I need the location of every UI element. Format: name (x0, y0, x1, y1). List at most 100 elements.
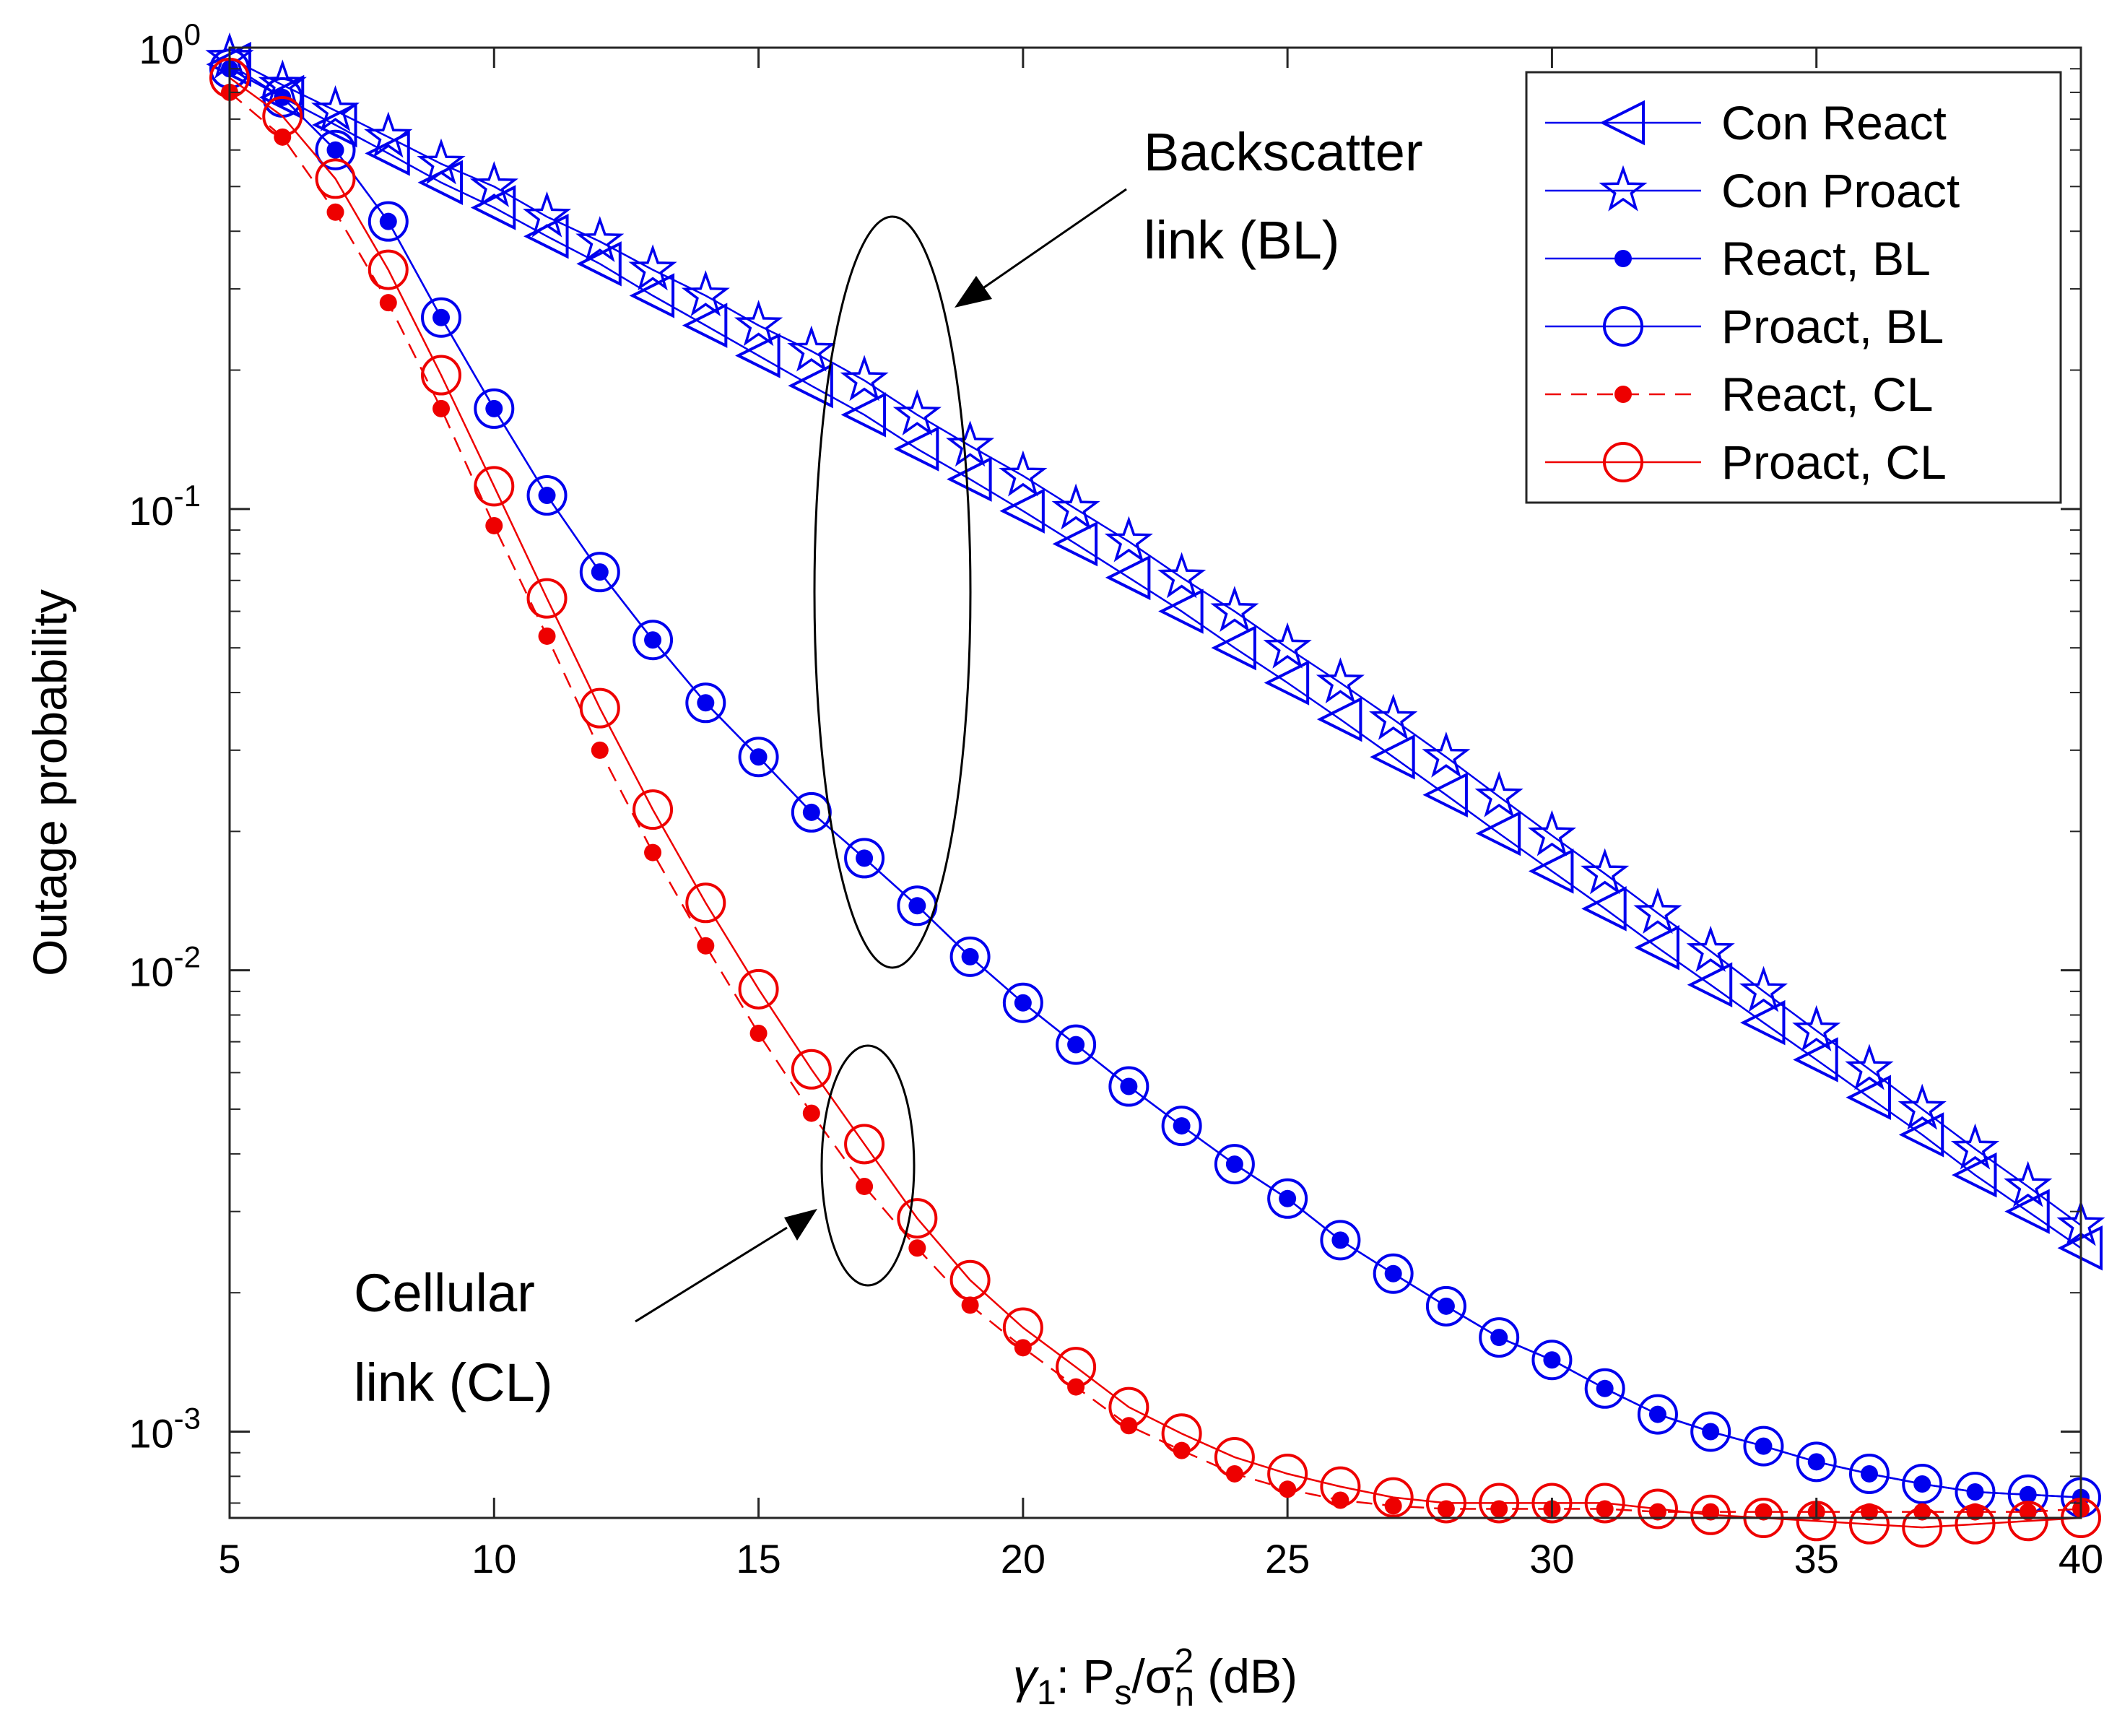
data-point (1952, 1152, 1997, 1198)
data-point (802, 1104, 820, 1122)
data-point (485, 516, 503, 534)
data-point (365, 131, 410, 176)
x-tick-label: 5 (218, 1536, 240, 1581)
legend-marker (1614, 386, 1632, 403)
data-point (1056, 1347, 1097, 1388)
data-point (1373, 1477, 1414, 1518)
legend-label: Proact, CL (1721, 435, 1947, 489)
data-point (1425, 1483, 1466, 1524)
data-point (844, 1124, 885, 1165)
data-point (633, 789, 674, 830)
series-line (229, 91, 2082, 1513)
data-point (1584, 1368, 1625, 1409)
legend-label: Con React (1721, 96, 1947, 149)
data-point (856, 1177, 874, 1195)
data-point (591, 741, 609, 759)
data-point (1739, 999, 1786, 1046)
legend-item: Proact, CL (1545, 435, 1947, 489)
data-point (633, 620, 674, 661)
x-tick-label: 10 (471, 1536, 516, 1581)
data-point (474, 388, 515, 429)
data-point (1370, 734, 1415, 780)
data-point (1214, 1144, 1255, 1185)
data-point (734, 300, 783, 347)
data-point (1690, 1411, 1731, 1452)
data-point (315, 129, 356, 170)
y-axis-label: Outage probability (23, 589, 77, 976)
data-point (908, 1239, 926, 1257)
data-point (1422, 772, 1468, 818)
legend: Con React Con Proact React, BL Proact, BL Re… (1525, 71, 2062, 504)
data-point (1105, 555, 1151, 601)
data-point (682, 303, 728, 348)
data-point (1902, 1507, 1943, 1548)
annotation-backscatter: Backscatter link (BL) (813, 122, 1423, 969)
data-point (1475, 810, 1521, 856)
data-point (1157, 552, 1207, 599)
legend-marker (1614, 250, 1632, 267)
data-point (1225, 1464, 1243, 1483)
data-point (310, 84, 360, 131)
data-point (1279, 1480, 1297, 1498)
x-axis-label: γ1: Ps/σ2 n (dB) (1013, 1642, 1297, 1714)
data-point (1369, 693, 1418, 740)
data-point (840, 355, 889, 402)
data-point (685, 882, 726, 924)
data-point (681, 270, 730, 317)
data-point (1966, 1503, 1984, 1521)
data-point (1425, 1285, 1466, 1327)
data-point (2004, 1189, 2050, 1234)
data-point (579, 687, 620, 729)
annotation-cellular: Cellular link (CL) (354, 1044, 916, 1412)
data-point (576, 241, 622, 287)
data-point (2007, 1501, 2048, 1542)
data-point (1845, 1043, 1894, 1090)
data-point (1528, 849, 1574, 894)
data-point (1950, 1123, 2000, 1170)
data-point (312, 102, 357, 148)
legend-item: Con React (1545, 96, 1947, 149)
data-point (749, 1024, 768, 1042)
data-point (326, 203, 344, 221)
data-point (1214, 1436, 1255, 1477)
data-point (262, 96, 303, 137)
x-tick-label: 30 (1529, 1536, 1574, 1581)
data-point (2019, 1503, 2037, 1521)
legend-label: Con Proact (1721, 164, 1960, 217)
data-point (1267, 1178, 1308, 1219)
data-point (1702, 1503, 1720, 1521)
legend-items: Con React Con Proact React, BL Proact, BL Re… (1545, 96, 1960, 489)
data-point (897, 1198, 938, 1239)
data-point (1158, 589, 1204, 634)
series-proact-cl (209, 57, 2101, 1548)
data-point (1531, 1483, 1573, 1524)
data-point (961, 1296, 979, 1314)
data-point (1687, 962, 1733, 1008)
legend-marker (1603, 442, 1643, 482)
y-tick-label: 100 (139, 17, 201, 72)
data-point (1437, 1500, 1455, 1518)
data-point (1531, 1340, 1573, 1381)
data-point (1267, 1453, 1308, 1494)
data-point (1211, 625, 1256, 671)
data-point (1002, 1307, 1043, 1348)
y-axis-ticks: 100 10-1 10-2 10-3 (129, 17, 2081, 1504)
data-point (1161, 1413, 1202, 1454)
series-con-proact (205, 32, 2105, 1246)
data-point (368, 249, 409, 290)
backscatter-label-line2: link (BL) (1144, 210, 1339, 270)
data-point (1902, 1463, 1943, 1504)
y-tick-label: 10-1 (129, 479, 201, 534)
data-point (469, 160, 518, 207)
data-point (1384, 1497, 1402, 1515)
data-point (844, 838, 885, 879)
data-point (685, 682, 726, 724)
backscatter-label-line1: Backscatter (1144, 122, 1423, 182)
y-tick-label: 10-3 (129, 1401, 201, 1456)
y-tick-label: 10-2 (129, 940, 201, 995)
data-point (522, 191, 572, 238)
data-point (1051, 483, 1100, 530)
data-point (1161, 1106, 1202, 1147)
data-point (893, 426, 939, 472)
data-point (315, 158, 356, 199)
